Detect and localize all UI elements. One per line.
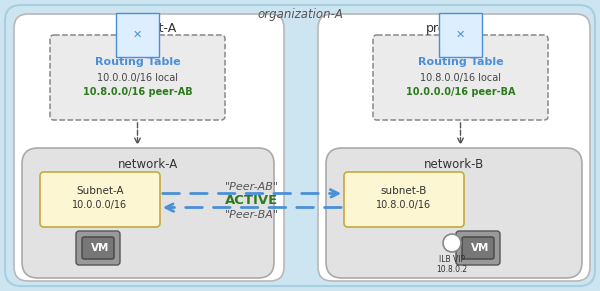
FancyBboxPatch shape [462, 237, 494, 259]
Text: VM: VM [471, 243, 489, 253]
Text: project-A: project-A [121, 22, 177, 35]
FancyBboxPatch shape [40, 172, 160, 227]
FancyBboxPatch shape [373, 35, 548, 120]
Text: network-B: network-B [424, 158, 484, 171]
Text: Subnet-A: Subnet-A [76, 186, 124, 196]
Circle shape [443, 234, 461, 252]
FancyBboxPatch shape [82, 237, 114, 259]
FancyBboxPatch shape [50, 35, 225, 120]
Text: 10.8.0.0/16: 10.8.0.0/16 [376, 200, 431, 210]
FancyBboxPatch shape [326, 148, 582, 278]
Text: "Peer-BA": "Peer-BA" [225, 210, 279, 219]
Text: ✕: ✕ [456, 30, 465, 40]
Text: subnet-B: subnet-B [381, 186, 427, 196]
FancyBboxPatch shape [22, 148, 274, 278]
Text: VM: VM [91, 243, 109, 253]
FancyBboxPatch shape [456, 231, 500, 265]
Text: ACTIVE: ACTIVE [226, 194, 278, 207]
FancyBboxPatch shape [318, 14, 590, 281]
Text: 10.8.0.0/16 peer-AB: 10.8.0.0/16 peer-AB [83, 87, 193, 97]
Text: network-A: network-A [118, 158, 178, 171]
Text: project-B: project-B [426, 22, 482, 35]
Text: Routing Table: Routing Table [95, 57, 181, 67]
Text: "Peer-AB": "Peer-AB" [225, 182, 279, 191]
Text: ILB VIP
10.8.0.2: ILB VIP 10.8.0.2 [436, 255, 467, 274]
Text: ✕: ✕ [133, 30, 142, 40]
FancyBboxPatch shape [76, 231, 120, 265]
FancyBboxPatch shape [5, 5, 595, 286]
Text: 10.0.0.0/16 local: 10.0.0.0/16 local [97, 73, 178, 83]
Text: 10.0.0.0/16: 10.0.0.0/16 [73, 200, 128, 210]
FancyBboxPatch shape [344, 172, 464, 227]
FancyBboxPatch shape [14, 14, 284, 281]
Text: organization-A: organization-A [257, 8, 343, 21]
Text: 10.0.0.0/16 peer-BA: 10.0.0.0/16 peer-BA [406, 87, 515, 97]
Text: Routing Table: Routing Table [418, 57, 503, 67]
Text: 10.8.0.0/16 local: 10.8.0.0/16 local [420, 73, 501, 83]
